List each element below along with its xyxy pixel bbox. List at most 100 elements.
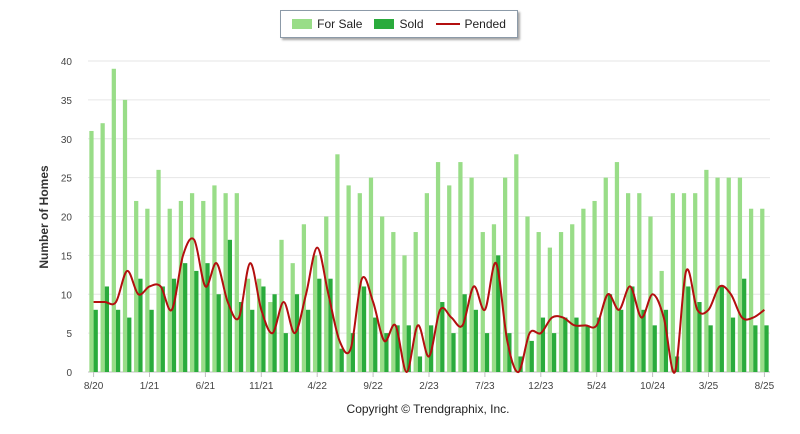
sold-bar[interactable] [496,255,501,372]
sold-bar[interactable] [149,309,154,372]
sold-bar[interactable] [764,325,769,372]
for-sale-bar[interactable] [491,224,497,372]
for-sale-bar[interactable] [536,232,541,372]
for-sale-bar[interactable] [514,154,519,372]
sold-bar[interactable] [462,294,467,372]
for-sale-bar[interactable] [391,232,396,372]
for-sale-bar[interactable] [760,208,765,372]
for-sale-bar[interactable] [693,193,698,372]
sold-bar[interactable] [250,309,255,372]
sold-bar[interactable] [440,302,445,372]
sold-bar[interactable] [115,309,121,372]
for-sale-bar[interactable] [625,193,631,372]
for-sale-bar[interactable] [748,208,754,372]
sold-bar[interactable] [652,325,657,372]
sold-bar[interactable] [328,278,333,372]
sold-bar[interactable] [183,263,188,372]
for-sale-bar[interactable] [737,177,743,372]
sold-bar[interactable] [373,317,378,372]
for-sale-bar[interactable] [167,208,172,372]
for-sale-bar[interactable] [178,200,184,372]
for-sale-bar[interactable] [614,162,620,372]
sold-bar[interactable] [630,286,635,372]
pended-line[interactable] [93,237,766,374]
for-sale-bar[interactable] [547,247,552,372]
for-sale-bar[interactable] [234,193,239,372]
for-sale-bar[interactable] [156,169,161,372]
sold-bar[interactable] [350,333,355,372]
sold-bar[interactable] [272,294,277,372]
for-sale-bar[interactable] [458,162,463,372]
for-sale-bar[interactable] [503,177,508,372]
for-sale-bar[interactable] [324,216,329,373]
for-sale-bar[interactable] [189,193,195,372]
for-sale-bar[interactable] [715,177,720,372]
sold-bar[interactable] [127,317,132,372]
for-sale-bar[interactable] [447,185,452,372]
for-sale-bar[interactable] [257,278,262,372]
for-sale-bar[interactable] [268,302,273,372]
for-sale-bar[interactable] [637,193,642,372]
legend-item-for-sale[interactable]: For Sale [292,17,362,31]
sold-bar[interactable] [719,286,724,372]
sold-bar[interactable] [484,333,490,372]
for-sale-bar[interactable] [212,185,217,372]
for-sale-bar[interactable] [525,216,530,373]
for-sale-bar[interactable] [290,263,295,372]
sold-bar[interactable] [417,356,423,372]
sold-bar[interactable] [138,278,143,372]
sold-bar[interactable] [540,317,546,372]
sold-bar[interactable] [607,294,613,372]
sold-bar[interactable] [395,325,400,372]
sold-bar[interactable] [529,340,534,372]
for-sale-bar[interactable] [346,185,351,372]
for-sale-bar[interactable] [581,208,586,372]
for-sale-bar[interactable] [122,99,128,372]
sold-bar[interactable] [574,317,579,372]
sold-bar[interactable] [451,333,456,372]
for-sale-bar[interactable] [670,193,675,372]
for-sale-bar[interactable] [424,193,429,372]
sold-bar[interactable] [406,325,411,372]
sold-bar[interactable] [585,325,590,372]
sold-bar[interactable] [551,333,557,372]
sold-bar[interactable] [104,286,110,372]
sold-bar[interactable] [306,309,311,372]
for-sale-bar[interactable] [301,224,307,372]
sold-bar[interactable] [641,309,646,372]
sold-bar[interactable] [742,278,747,372]
for-sale-bar[interactable] [111,68,116,373]
for-sale-bar[interactable] [145,208,150,372]
for-sale-bar[interactable] [435,162,441,372]
for-sale-bar[interactable] [402,255,407,372]
for-sale-bar[interactable] [380,216,385,373]
legend-item-sold[interactable]: Sold [374,17,424,31]
legend-item-pended[interactable]: Pended [435,17,506,31]
sold-bar[interactable] [194,270,199,372]
for-sale-bar[interactable] [469,177,474,372]
for-sale-bar[interactable] [312,255,318,372]
sold-bar[interactable] [686,286,691,372]
sold-bar[interactable] [205,263,210,372]
sold-bar[interactable] [619,309,624,372]
sold-bar[interactable] [317,278,322,372]
for-sale-bar[interactable] [245,278,251,372]
for-sale-bar[interactable] [558,232,564,372]
sold-bar[interactable] [663,309,669,372]
sold-bar[interactable] [216,294,221,372]
sold-bar[interactable] [339,348,344,372]
sold-bar[interactable] [238,302,244,372]
sold-bar[interactable] [384,333,389,372]
for-sale-bar[interactable] [413,232,418,372]
sold-bar[interactable] [596,317,601,372]
sold-bar[interactable] [160,286,165,372]
sold-bar[interactable] [171,278,177,372]
for-sale-bar[interactable] [704,169,709,372]
for-sale-bar[interactable] [570,224,575,372]
sold-bar[interactable] [261,286,266,372]
sold-bar[interactable] [294,294,300,372]
sold-bar[interactable] [283,333,288,372]
sold-bar[interactable] [93,309,98,372]
for-sale-bar[interactable] [223,193,228,372]
for-sale-bar[interactable] [648,216,653,373]
